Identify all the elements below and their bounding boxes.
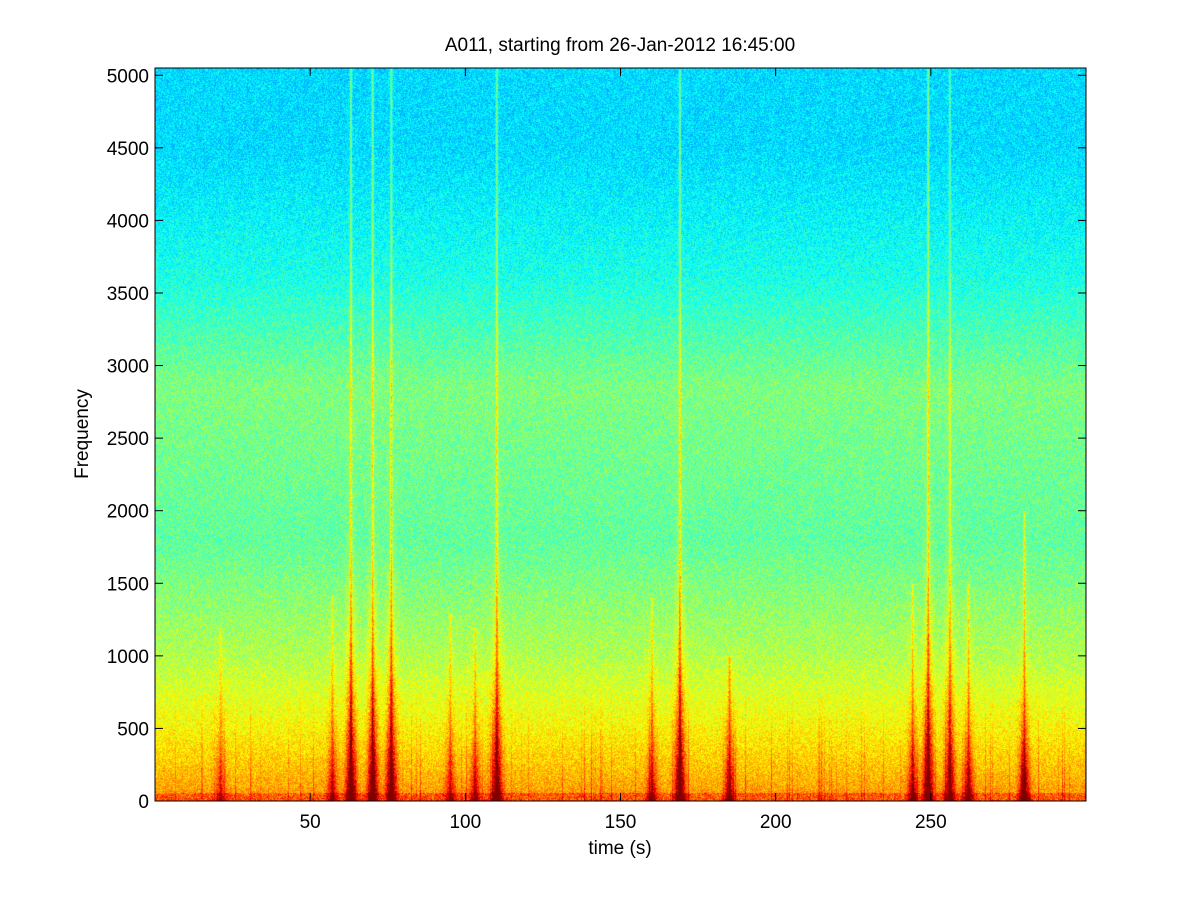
y-tick-label: 500 xyxy=(117,719,149,740)
y-tick-label: 3000 xyxy=(107,357,149,378)
x-axis-label: time (s) xyxy=(588,838,651,859)
y-tick-label: 2500 xyxy=(107,429,149,450)
y-tick-label: 0 xyxy=(138,792,149,813)
x-tick-label: 50 xyxy=(300,812,321,833)
y-tick-label: 1000 xyxy=(107,647,149,668)
chart-title: A011, starting from 26-Jan-2012 16:45:00 xyxy=(445,35,795,56)
spectrogram-plot-area xyxy=(155,68,1086,801)
x-tick-label: 150 xyxy=(605,812,637,833)
y-tick-label: 4500 xyxy=(107,139,149,160)
y-tick-label: 5000 xyxy=(107,66,149,87)
y-tick-label: 3500 xyxy=(107,284,149,305)
x-axis-ticks: 50 100 150 200 250 xyxy=(300,68,947,833)
spectrogram-image xyxy=(155,68,1086,801)
x-tick-label: 100 xyxy=(449,812,481,833)
y-tick-label: 1500 xyxy=(107,574,149,595)
y-tick-label: 4000 xyxy=(107,211,149,232)
y-axis-ticks: 0 500 1000 1500 2000 2500 3000 3500 4000 4500 5000 xyxy=(107,66,1086,813)
x-tick-label: 200 xyxy=(760,812,792,833)
x-tick-label: 250 xyxy=(915,812,947,833)
y-axis-label: Frequency xyxy=(72,389,93,479)
y-tick-label: 2000 xyxy=(107,502,149,523)
